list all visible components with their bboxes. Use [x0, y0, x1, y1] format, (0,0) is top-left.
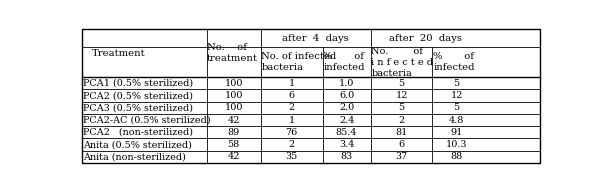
Text: No.        of
i n f e c t e d
bacteria: No. of i n f e c t e d bacteria	[371, 47, 433, 78]
Text: 3.4: 3.4	[339, 140, 354, 149]
Text: PCA3 (0.5% sterilized): PCA3 (0.5% sterilized)	[83, 103, 193, 112]
Text: 6.0: 6.0	[339, 91, 354, 100]
Text: 91: 91	[450, 128, 463, 137]
Text: 37: 37	[395, 152, 408, 161]
Text: 88: 88	[450, 152, 463, 161]
Text: 1.0: 1.0	[339, 79, 354, 88]
Text: PCA2   (non-sterilized): PCA2 (non-sterilized)	[83, 128, 193, 137]
Text: PCA2 (0.5% sterilized): PCA2 (0.5% sterilized)	[83, 91, 193, 100]
Text: 2: 2	[398, 116, 405, 125]
Text: 42: 42	[228, 152, 240, 161]
Text: 2: 2	[288, 140, 294, 149]
Text: Anita (0.5% sterilized): Anita (0.5% sterilized)	[83, 140, 192, 149]
Text: 5: 5	[453, 103, 459, 112]
Text: No. of infected
bacteria: No. of infected bacteria	[262, 52, 337, 72]
Text: 58: 58	[228, 140, 240, 149]
Text: 89: 89	[228, 128, 240, 137]
Text: 10.3: 10.3	[446, 140, 467, 149]
Text: after  20  days: after 20 days	[389, 33, 462, 43]
Text: 100: 100	[225, 79, 243, 88]
Text: 76: 76	[285, 128, 298, 137]
Text: 6: 6	[398, 140, 405, 149]
Text: Treatment: Treatment	[92, 49, 146, 58]
Text: 100: 100	[225, 91, 243, 100]
Text: 42: 42	[228, 116, 240, 125]
Text: 5: 5	[398, 103, 405, 112]
Text: 4.8: 4.8	[449, 116, 464, 125]
Text: Anita (non-sterilized): Anita (non-sterilized)	[83, 152, 186, 161]
Text: 12: 12	[450, 91, 463, 100]
Text: 81: 81	[395, 128, 408, 137]
Text: PCA1 (0.5% sterilized): PCA1 (0.5% sterilized)	[83, 79, 193, 88]
Text: PCA2-AC (0.5% sterilized): PCA2-AC (0.5% sterilized)	[83, 116, 211, 125]
Text: 12: 12	[395, 91, 408, 100]
Text: 100: 100	[225, 103, 243, 112]
Text: 2.0: 2.0	[339, 103, 354, 112]
Text: 6: 6	[288, 91, 294, 100]
Text: 5: 5	[453, 79, 459, 88]
Text: 2.4: 2.4	[339, 116, 354, 125]
Text: 83: 83	[341, 152, 353, 161]
Text: %       of
infected: % of infected	[324, 52, 365, 72]
Text: 2: 2	[288, 103, 294, 112]
Text: 35: 35	[285, 152, 298, 161]
Text: 1: 1	[288, 79, 295, 88]
Text: after  4  days: after 4 days	[282, 33, 349, 43]
Text: 1: 1	[288, 116, 295, 125]
Text: %       of
infected: % of infected	[433, 52, 475, 72]
Text: 5: 5	[398, 79, 405, 88]
Text: 85.4: 85.4	[336, 128, 358, 137]
Text: No.    of
treatment: No. of treatment	[207, 43, 258, 63]
